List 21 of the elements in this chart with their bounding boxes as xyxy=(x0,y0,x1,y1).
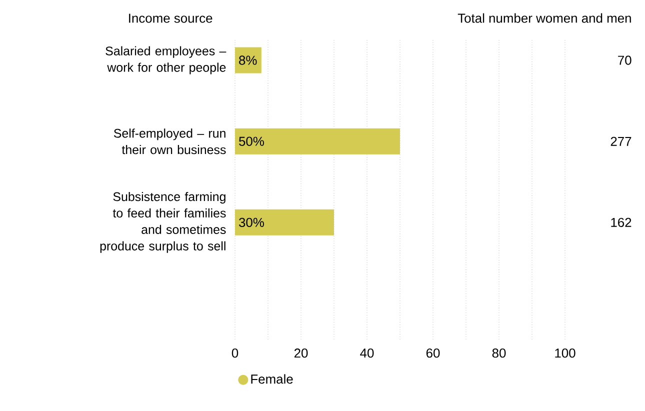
bar xyxy=(235,209,334,236)
x-tick-label: 60 xyxy=(426,348,440,358)
annotation: Total number women and men xyxy=(458,13,631,23)
legend-label: Female xyxy=(251,374,293,384)
bar xyxy=(235,128,400,154)
x-tick-label: 20 xyxy=(294,348,308,358)
y-tick-label: Subsistence farming to feed their families and sometimes produce surplus to sell xyxy=(100,192,226,253)
data-label: 8% xyxy=(239,56,257,65)
x-tick-label: 80 xyxy=(492,348,506,358)
y-tick-label: Salaried employees – work for other people xyxy=(106,46,226,74)
bar xyxy=(235,47,262,74)
data-label: 50% xyxy=(239,136,264,146)
x-tick-label: 40 xyxy=(360,348,374,358)
text: 277 xyxy=(610,136,632,146)
y-tick-label: Self-employed – run their own business xyxy=(114,128,226,154)
x-tick-label: 100 xyxy=(555,348,576,358)
text: 70 xyxy=(618,56,632,65)
data-label: 30% xyxy=(239,218,264,228)
y-axis-title: Income source xyxy=(129,14,212,23)
text: 162 xyxy=(611,218,632,228)
x-tick-label: 0 xyxy=(232,348,238,358)
